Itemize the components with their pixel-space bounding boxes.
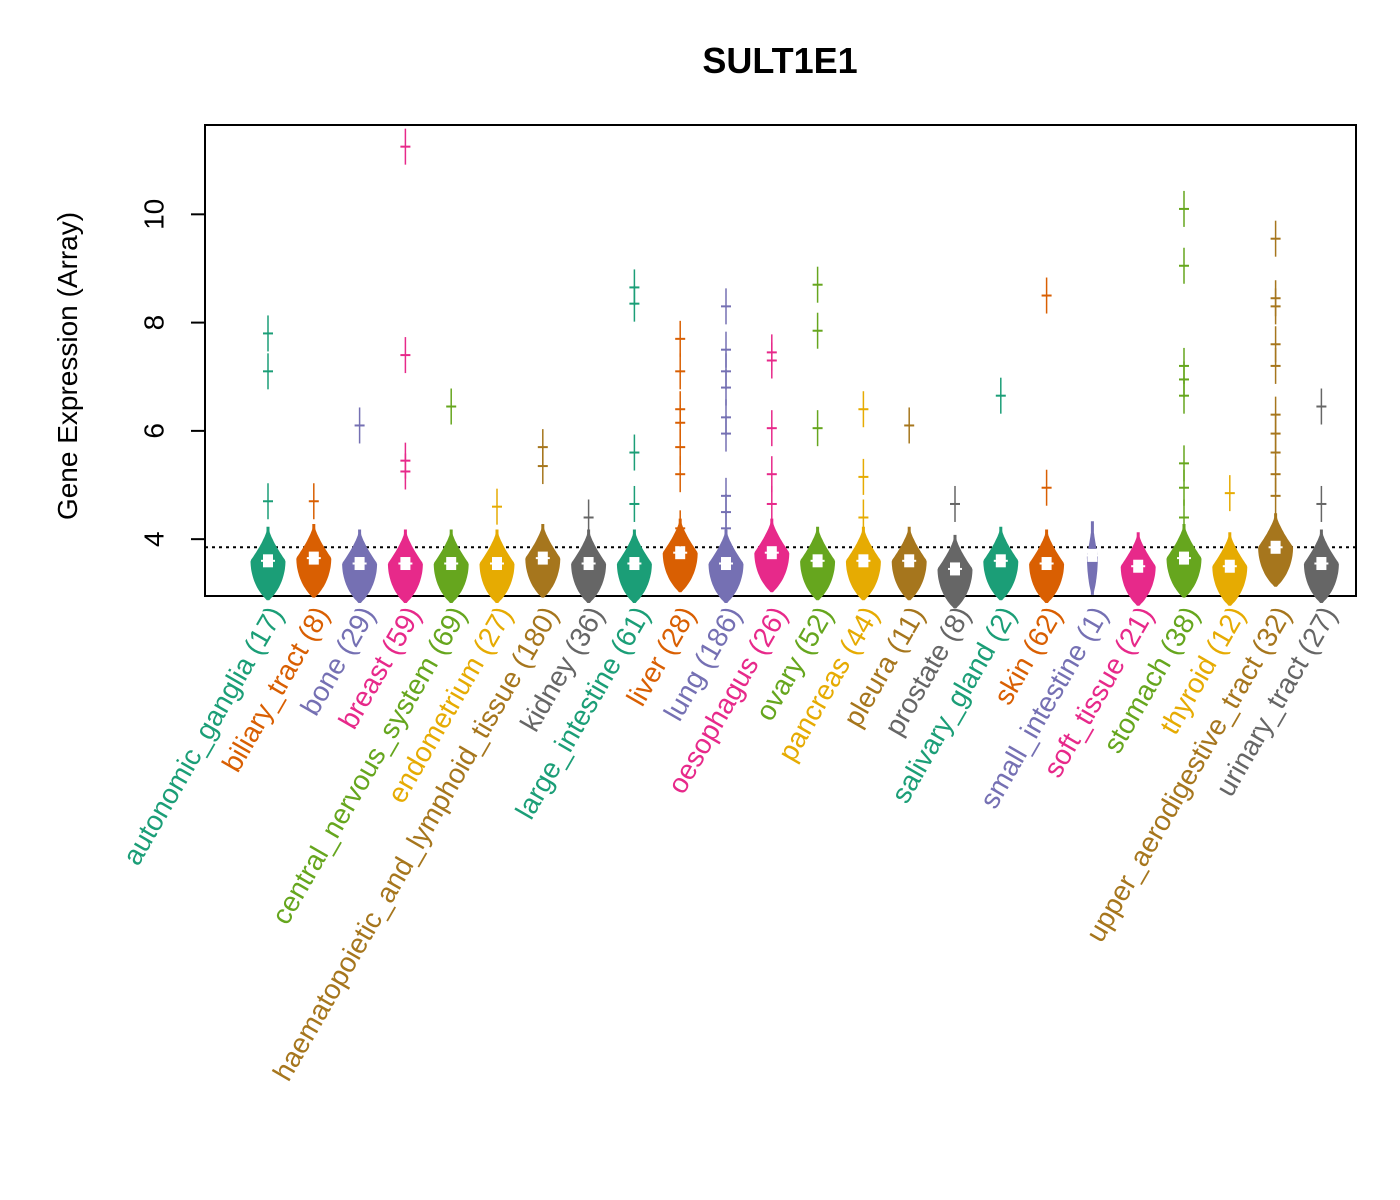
violin-group <box>708 288 744 603</box>
violin-group <box>342 407 378 603</box>
y-tick-label: 8 <box>139 315 170 331</box>
violin-group <box>983 377 1019 601</box>
violin-group <box>1085 521 1100 595</box>
violin-group <box>1303 388 1339 603</box>
violin-group <box>296 483 332 598</box>
violin-group <box>250 315 286 601</box>
violin-group <box>891 407 927 601</box>
violin-group <box>1029 277 1065 603</box>
violin-group <box>479 488 515 603</box>
violin-group <box>662 320 698 593</box>
y-tick-label: 6 <box>139 423 170 439</box>
violin-group <box>616 269 652 603</box>
violin-group <box>754 334 790 593</box>
violin-group <box>433 388 469 603</box>
violin-group <box>387 128 423 603</box>
chart-title: SULT1E1 <box>702 40 858 81</box>
violin-group <box>1212 475 1248 606</box>
violin-group <box>937 485 973 609</box>
violin-group <box>800 266 836 601</box>
violin-group <box>1166 190 1202 598</box>
violin-group <box>845 391 881 601</box>
y-tick-label: 10 <box>139 199 170 230</box>
violin-group <box>571 499 607 603</box>
y-tick-label: 4 <box>139 531 170 547</box>
violin-group <box>1258 220 1294 587</box>
violin-group <box>525 429 561 598</box>
violin-group <box>1120 532 1156 606</box>
